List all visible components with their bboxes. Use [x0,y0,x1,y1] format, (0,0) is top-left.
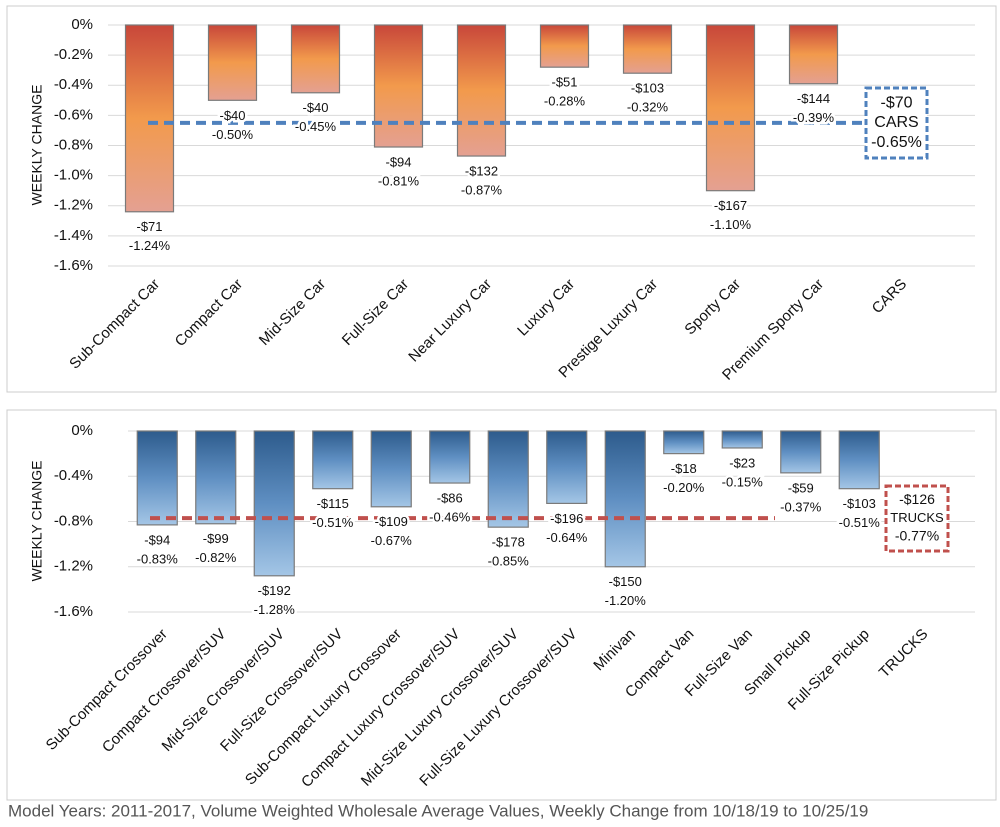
caption: Model Years: 2011-2017, Volume Weighted … [8,801,868,820]
value-label: -0.82% [195,550,237,565]
y-tick-label: -1.0% [54,167,93,184]
y-tick-label: -0.8% [54,136,93,153]
bar [253,430,295,577]
bar [429,430,471,484]
value-label: -0.64% [546,530,588,545]
bar [539,24,590,68]
bar [663,430,705,455]
bar [604,430,646,568]
dollar-label: -$18 [671,461,697,476]
bar [546,430,588,505]
value-label: -0.15% [722,474,764,489]
dollar-label: -$132 [465,163,498,178]
y-tick-label: -0.4% [54,76,93,93]
dollar-label: -$196 [550,511,583,526]
bar [290,24,341,94]
bar [780,430,822,474]
dollar-label: -$144 [797,91,830,106]
dollar-label: -$40 [219,108,245,123]
value-label: -0.85% [488,554,530,569]
bar [721,430,763,449]
bar [124,24,175,213]
y-tick-label: -1.2% [54,558,93,575]
value-label: -0.37% [780,499,822,514]
y-tick-label: 0% [71,422,93,439]
value-label: -0.87% [461,182,503,197]
dollar-label: -$167 [714,198,747,213]
value-label: -0.28% [544,94,586,109]
bar [370,430,412,508]
average-value: -0.77% [895,527,939,543]
y-tick-label: -1.6% [54,257,93,274]
average-box [864,86,929,160]
average-dollar: -$126 [899,491,935,507]
dollar-label: -$192 [258,583,291,598]
dollar-label: -$109 [375,514,408,529]
average-value: -0.65% [871,134,922,151]
dollar-label: -$40 [302,100,328,115]
dollar-label: -$71 [136,219,162,234]
value-label: -0.20% [663,480,705,495]
dollar-label: -$178 [492,535,525,550]
average-name: TRUCKS [890,510,944,525]
value-label: -0.51% [312,515,354,530]
y-axis-label: WEEKLY CHANGE [29,85,45,206]
value-label: -0.39% [793,110,835,125]
value-label: -0.45% [295,119,337,134]
dollar-label: -$150 [609,574,642,589]
y-tick-label: -1.2% [54,197,93,214]
y-axis-label: WEEKLY CHANGE [29,461,45,582]
y-tick-label: -1.6% [54,603,93,620]
dollar-label: -$59 [788,480,814,495]
average-dollar: -$70 [880,95,912,112]
value-label: -1.20% [605,593,647,608]
dollar-label: -$103 [843,496,876,511]
average-name: CARS [874,114,918,131]
value-label: -0.81% [378,173,420,188]
bar [487,430,529,528]
dollar-label: -$94 [144,532,170,547]
value-label: -1.24% [129,238,171,253]
bar [788,24,839,85]
dollar-label: -$86 [437,490,463,505]
y-tick-label: -0.6% [54,106,93,123]
dollar-label: -$103 [631,81,664,96]
value-label: -0.83% [137,551,179,566]
y-tick-label: -1.4% [54,227,93,244]
dollar-label: -$99 [203,531,229,546]
dollar-label: -$23 [729,455,755,470]
bar [373,24,424,148]
value-label: -1.10% [710,217,752,232]
bar [705,24,756,192]
bar [207,24,258,101]
y-tick-label: -0.4% [54,467,93,484]
value-label: -0.50% [212,127,254,142]
dollar-label: -$115 [317,496,349,511]
bar [622,24,673,74]
value-label: -0.51% [839,515,881,530]
y-tick-label: -0.8% [54,512,93,529]
dollar-label: -$94 [385,154,411,169]
average-box [884,484,950,553]
dollar-label: -$51 [551,75,577,90]
value-label: -0.67% [371,533,413,548]
bar [136,430,178,526]
value-label: -1.28% [254,602,296,617]
bar [838,430,880,490]
value-label: -0.46% [429,509,471,524]
bar [312,430,354,490]
bar [456,24,507,157]
value-label: -0.32% [627,100,669,115]
y-tick-label: -0.2% [54,46,93,63]
bar [195,430,237,525]
y-tick-label: 0% [71,16,93,33]
